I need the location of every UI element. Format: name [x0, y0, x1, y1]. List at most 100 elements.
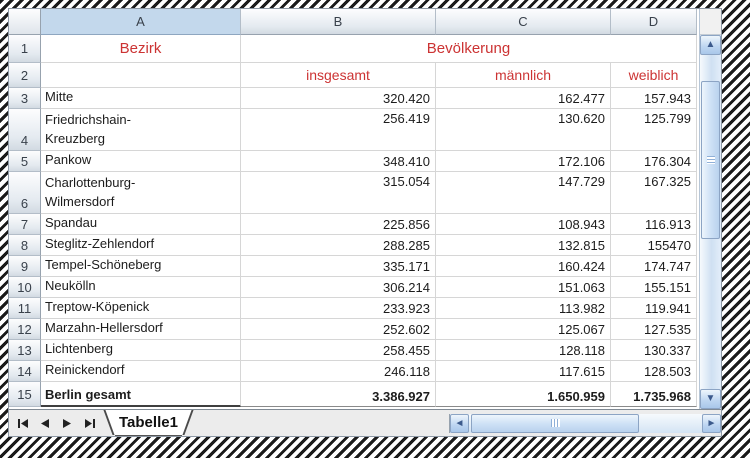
cell-bezirk-title[interactable]: Bezirk: [41, 35, 241, 63]
cell-bezirk[interactable]: Steglitz-Zehlendorf: [41, 235, 241, 256]
row-header[interactable]: 6: [9, 172, 41, 214]
column-header-c[interactable]: C: [436, 9, 611, 35]
row-header[interactable]: 11: [9, 298, 41, 319]
last-sheet-icon: [84, 418, 95, 428]
vertical-scrollbar[interactable]: ▲ ▼: [699, 9, 721, 409]
cell-weiblich[interactable]: 125.799: [611, 109, 697, 151]
thumb-grip-icon: [550, 419, 560, 427]
vertical-scroll-track[interactable]: [700, 55, 721, 389]
cell-maennlich[interactable]: 147.729: [436, 172, 611, 214]
cell-maennlich[interactable]: 128.118: [436, 340, 611, 361]
cell-maennlich[interactable]: 162.477: [436, 88, 611, 109]
cell-insgesamt[interactable]: 348.410: [241, 151, 436, 172]
cell-empty[interactable]: [41, 63, 241, 88]
cell-maennlich[interactable]: 1.650.959: [436, 382, 611, 407]
horizontal-scrollbar[interactable]: ◄ ►: [449, 413, 721, 433]
cell-bezirk[interactable]: Reinickendorf: [41, 361, 241, 382]
row-header[interactable]: 9: [9, 256, 41, 277]
row-header[interactable]: 5: [9, 151, 41, 172]
next-sheet-icon: [63, 418, 71, 428]
cell-insgesamt[interactable]: 306.214: [241, 277, 436, 298]
cell-weiblich[interactable]: 119.941: [611, 298, 697, 319]
cell-bezirk[interactable]: Berlin gesamt: [41, 382, 241, 407]
row-header[interactable]: 14: [9, 361, 41, 382]
row-header[interactable]: 1: [9, 35, 41, 63]
row-header[interactable]: 12: [9, 319, 41, 340]
cell-weiblich[interactable]: 130.337: [611, 340, 697, 361]
sheet-tab-tabelle1[interactable]: Tabelle1: [115, 410, 182, 436]
cell-weiblich[interactable]: 155470: [611, 235, 697, 256]
table-row: 8 Steglitz-Zehlendorf 288.285 132.815 155470: [9, 235, 699, 256]
sheet-tab-label: Tabelle1: [119, 414, 178, 431]
scroll-left-button[interactable]: ◄: [450, 413, 469, 433]
cell-weiblich[interactable]: 155.151: [611, 277, 697, 298]
cell-bezirk[interactable]: Pankow: [41, 151, 241, 172]
cell-bezirk[interactable]: Neukölln: [41, 277, 241, 298]
cell-maennlich[interactable]: 108.943: [436, 214, 611, 235]
row-header[interactable]: 15: [9, 382, 41, 407]
cell-bezirk[interactable]: Marzahn-Hellersdorf: [41, 319, 241, 340]
cell-maennlich[interactable]: 130.620: [436, 109, 611, 151]
cell-insgesamt[interactable]: 246.118: [241, 361, 436, 382]
cell-maennlich-header[interactable]: männlich: [436, 63, 611, 88]
cell-weiblich[interactable]: 116.913: [611, 214, 697, 235]
cell-maennlich[interactable]: 113.982: [436, 298, 611, 319]
cell-weiblich[interactable]: 128.503: [611, 361, 697, 382]
cell-insgesamt-header[interactable]: insgesamt: [241, 63, 436, 88]
cell-maennlich[interactable]: 151.063: [436, 277, 611, 298]
table-row: 4 Friedrichshain- Kreuzberg 256.419 130.620…: [9, 109, 699, 151]
horizontal-scroll-thumb[interactable]: [471, 413, 639, 433]
cell-maennlich[interactable]: 172.106: [436, 151, 611, 172]
scroll-right-button[interactable]: ►: [702, 413, 721, 433]
cell-weiblich-header[interactable]: weiblich: [611, 63, 697, 88]
scroll-down-button[interactable]: ▼: [700, 389, 721, 409]
select-all-corner[interactable]: [9, 9, 41, 35]
cell-insgesamt[interactable]: 288.285: [241, 235, 436, 256]
row-header[interactable]: 13: [9, 340, 41, 361]
cell-insgesamt[interactable]: 252.602: [241, 319, 436, 340]
scroll-right-icon: ►: [706, 417, 717, 429]
table-row: 7 Spandau 225.856 108.943 116.913: [9, 214, 699, 235]
row-header[interactable]: 3: [9, 88, 41, 109]
cell-maennlich[interactable]: 132.815: [436, 235, 611, 256]
first-sheet-button[interactable]: [13, 413, 33, 433]
row-header[interactable]: 10: [9, 277, 41, 298]
cell-insgesamt[interactable]: 3.386.927: [241, 382, 436, 407]
cell-insgesamt[interactable]: 225.856: [241, 214, 436, 235]
cell-weiblich[interactable]: 1.735.968: [611, 382, 697, 407]
cell-weiblich[interactable]: 127.535: [611, 319, 697, 340]
row-header[interactable]: 7: [9, 214, 41, 235]
row-header[interactable]: 2: [9, 63, 41, 88]
column-header-b[interactable]: B: [241, 9, 436, 35]
column-header-d[interactable]: D: [611, 9, 697, 35]
cell-bevoelkerung-title[interactable]: Bevölkerung: [241, 35, 697, 63]
last-sheet-button[interactable]: [79, 413, 99, 433]
cell-insgesamt[interactable]: 233.923: [241, 298, 436, 319]
cell-weiblich[interactable]: 157.943: [611, 88, 697, 109]
cell-bezirk[interactable]: Treptow-Köpenick: [41, 298, 241, 319]
scroll-up-button[interactable]: ▲: [700, 35, 721, 55]
column-header-a[interactable]: A: [41, 9, 241, 35]
row-header[interactable]: 8: [9, 235, 41, 256]
cell-weiblich[interactable]: 167.325: [611, 172, 697, 214]
cell-weiblich[interactable]: 174.747: [611, 256, 697, 277]
cell-bezirk[interactable]: Tempel-Schöneberg: [41, 256, 241, 277]
cell-bezirk[interactable]: Spandau: [41, 214, 241, 235]
cell-insgesamt[interactable]: 258.455: [241, 340, 436, 361]
cell-maennlich[interactable]: 117.615: [436, 361, 611, 382]
cell-maennlich[interactable]: 160.424: [436, 256, 611, 277]
cell-insgesamt[interactable]: 335.171: [241, 256, 436, 277]
cell-weiblich[interactable]: 176.304: [611, 151, 697, 172]
cell-maennlich[interactable]: 125.067: [436, 319, 611, 340]
cell-insgesamt[interactable]: 256.419: [241, 109, 436, 151]
cell-bezirk[interactable]: Charlottenburg- Wilmersdorf: [41, 172, 241, 214]
cell-bezirk[interactable]: Friedrichshain- Kreuzberg: [41, 109, 241, 151]
vertical-scroll-thumb[interactable]: [701, 81, 720, 239]
cell-bezirk[interactable]: Mitte: [41, 88, 241, 109]
previous-sheet-button[interactable]: [35, 413, 55, 433]
cell-bezirk[interactable]: Lichtenberg: [41, 340, 241, 361]
row-header[interactable]: 4: [9, 109, 41, 151]
cell-insgesamt[interactable]: 320.420: [241, 88, 436, 109]
cell-insgesamt[interactable]: 315.054: [241, 172, 436, 214]
next-sheet-button[interactable]: [57, 413, 77, 433]
